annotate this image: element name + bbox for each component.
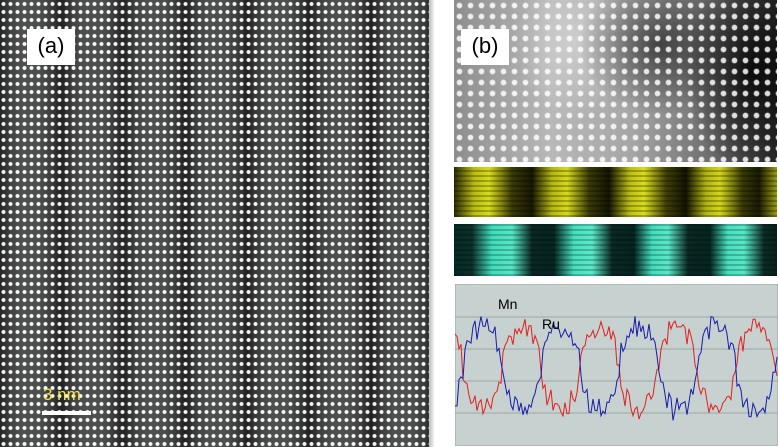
ru-profile-line: [455, 318, 778, 420]
image-border: [429, 0, 439, 447]
mn-profile-line: [455, 315, 778, 421]
ru-series-label: Ru: [542, 316, 560, 332]
ru-elemental-map: [454, 224, 777, 276]
mn-elemental-map: [454, 167, 777, 217]
panel-label-a: (a): [27, 29, 75, 65]
haadf-image-a: [0, 0, 439, 447]
haadf-image-b: [454, 0, 777, 162]
mn-series-label: Mn: [498, 296, 517, 312]
intensity-line-profile: Mn Ru: [455, 284, 778, 446]
scale-bar-label: 3 nm: [43, 385, 81, 404]
scale-bar: [42, 411, 91, 415]
panel-label-b: (b): [461, 29, 509, 65]
